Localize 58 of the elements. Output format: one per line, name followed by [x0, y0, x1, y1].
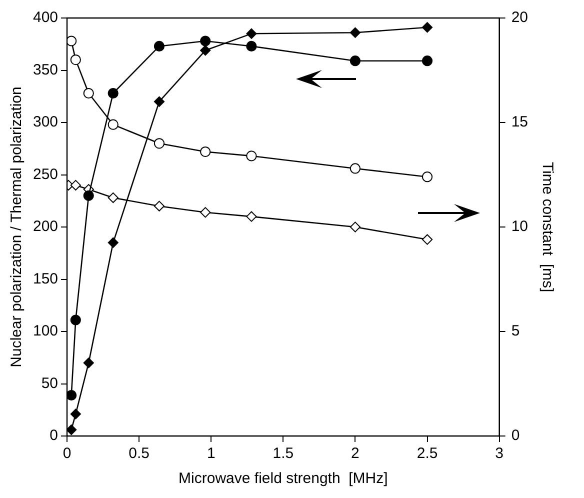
x-tick-label: 3 — [495, 445, 504, 462]
x-tick-label: 0.5 — [128, 445, 150, 462]
point — [200, 45, 211, 56]
point — [67, 424, 77, 436]
point — [200, 207, 211, 218]
point — [350, 27, 361, 38]
x-axis-title: Microwave field strength [MHz] — [178, 470, 388, 488]
point — [350, 56, 361, 66]
point — [108, 192, 118, 204]
y2-tick-label: 15 — [511, 114, 528, 131]
y-tick-label: 250 — [32, 166, 58, 183]
y-tick-label: 100 — [32, 322, 58, 340]
y2-tick-label: 20 — [511, 9, 528, 26]
point — [246, 28, 257, 39]
point — [154, 200, 165, 212]
point — [108, 88, 118, 99]
point — [422, 56, 433, 66]
point — [246, 211, 257, 222]
y-axis-title: Nuclear polarization / Thermal polarization — [8, 86, 26, 368]
point — [70, 408, 81, 420]
x-tick-label: 2 — [351, 445, 360, 462]
point — [108, 237, 118, 248]
point — [246, 150, 257, 162]
y-tick-label: 200 — [32, 218, 58, 236]
point — [246, 40, 257, 52]
point — [70, 314, 81, 326]
point — [83, 88, 94, 99]
point — [70, 180, 81, 190]
point — [154, 40, 165, 52]
y-tick-label: 0 — [50, 427, 58, 444]
point — [154, 96, 165, 107]
y2-tick-label: 0 — [511, 427, 520, 444]
y2-tick-label: 10 — [511, 218, 528, 236]
y-tick-label: 350 — [32, 61, 58, 78]
x-tick-label: 0 — [62, 445, 72, 462]
point — [67, 390, 77, 401]
point — [67, 36, 77, 46]
x-tick-label: 2.5 — [416, 445, 438, 462]
point — [154, 138, 165, 149]
y-tick-label: 150 — [32, 270, 58, 288]
point — [200, 146, 211, 158]
x-tick-label: 1.5 — [272, 445, 294, 462]
point — [83, 358, 94, 368]
point — [350, 222, 361, 232]
point — [108, 119, 118, 130]
y-tick-label: 50 — [41, 374, 58, 392]
point — [350, 163, 361, 174]
point — [422, 172, 433, 182]
y2-axis-title: Time constant [ms] — [538, 162, 556, 292]
point — [422, 234, 433, 245]
point — [422, 22, 433, 33]
point — [83, 190, 94, 201]
y-tick-label: 300 — [32, 114, 58, 131]
y-tick-label: 400 — [32, 9, 58, 26]
point — [70, 54, 81, 66]
point — [200, 36, 211, 46]
x-tick-label: 1 — [206, 445, 216, 462]
y2-tick-label: 5 — [511, 322, 520, 340]
